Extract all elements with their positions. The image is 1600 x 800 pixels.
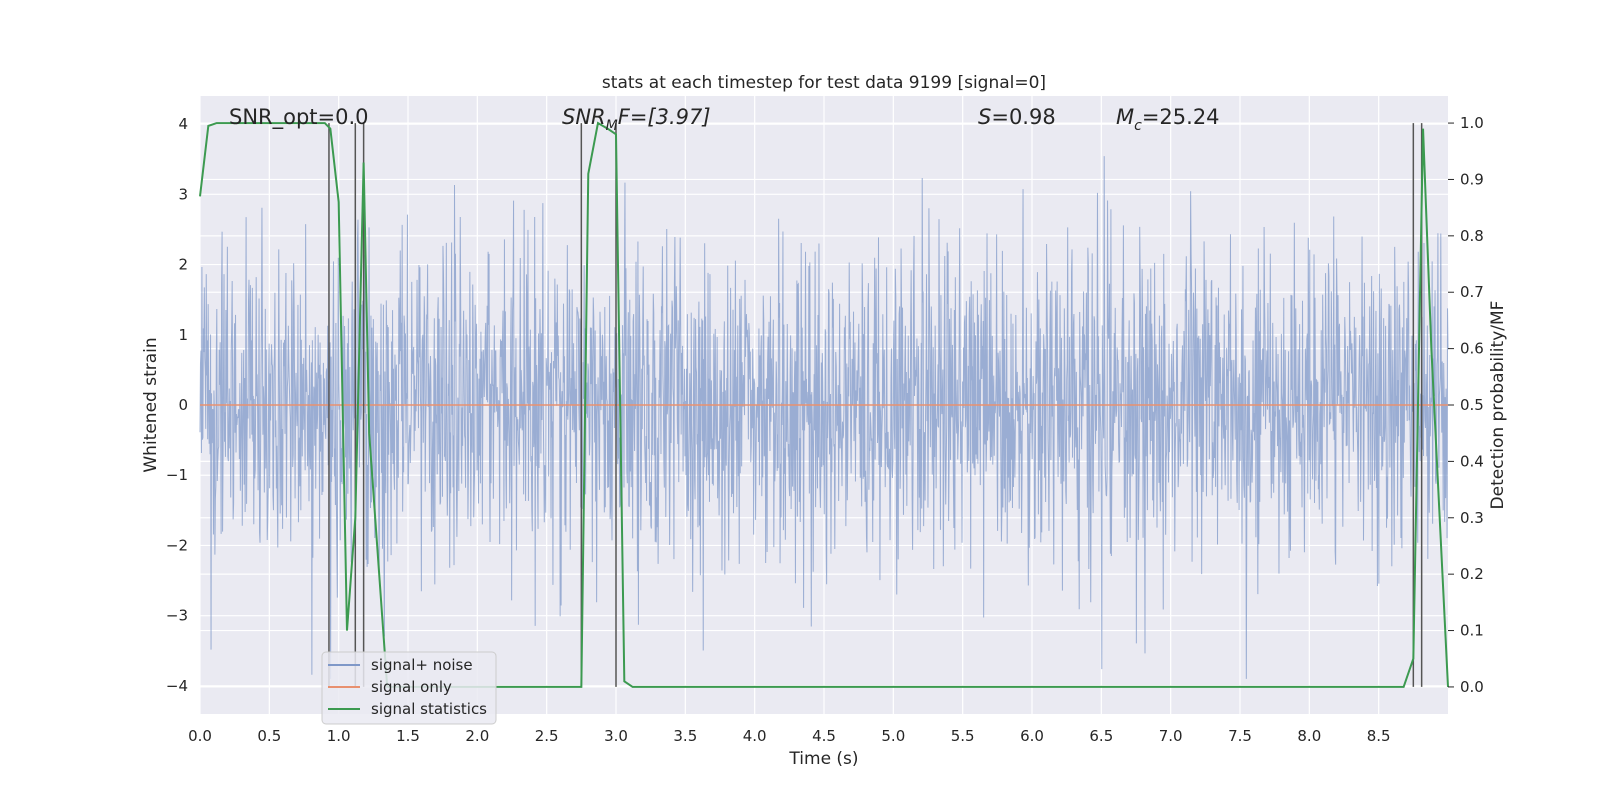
y-ticks-right: 0.0 0.1 0.2 0.3 0.4 0.5 0.6 0.7 0.8 0.9 1.0 [1448,114,1484,696]
y-tick-label-right: 0.7 [1460,283,1484,301]
legend-label-signal-noise: signal+ noise [371,656,473,674]
y-tick-label-right: 0.5 [1460,396,1484,414]
y-tick-label-right: 0.9 [1460,170,1484,188]
legend: signal+ noise signal only signal statist… [321,651,497,725]
x-tick-label: 3.5 [673,727,697,745]
annotation-mc-rest: =25.24 [1142,105,1220,129]
annotation-snr-mf: SNRMF=[3.97] [562,105,711,134]
annotation-s-rest: =0.98 [991,105,1055,129]
vertical-markers [328,123,1423,687]
x-tick-label: 8.5 [1367,727,1391,745]
x-tick-label: 4.5 [812,727,836,745]
legend-label-signal-only: signal only [371,678,452,696]
x-tick-label: 5.5 [951,727,975,745]
x-tick-label: 8.0 [1297,727,1321,745]
x-tick-label: 2.5 [535,727,559,745]
chart-title: stats at each timestep for test data 919… [602,73,1046,93]
x-tick-label: 1.5 [396,727,420,745]
x-tick-label: 0.0 [188,727,212,745]
x-tick-label: 6.5 [1089,727,1113,745]
y-ticks: −4 −3 −2 −1 0 1 2 3 4 [166,115,188,695]
x-tick-label: 2.0 [465,727,489,745]
legend-box [321,651,497,725]
y-tick-label: 1 [178,326,188,344]
y-tick-label: 0 [178,396,188,414]
y-tick-label-right: 0.3 [1460,509,1484,527]
annotation-s: S=0.98 [978,105,1056,129]
x-tick-label: 1.0 [327,727,351,745]
annotation-snr-mf-main: SNR [562,105,606,129]
series-signal-noise [199,156,1449,679]
x-tick-label: 0.5 [257,727,281,745]
annotation-s-main: S [978,105,991,129]
annotation-snr-mf-rest: F=[3.97] [618,105,711,129]
y-tick-label-right: 0.6 [1460,340,1484,358]
y-tick-label-right: 0.4 [1460,452,1484,470]
x-tick-label: 5.0 [881,727,905,745]
y-tick-label-right: 0.1 [1460,622,1484,640]
y-tick-label: 3 [178,185,188,203]
y-tick-label: −1 [166,466,188,484]
y-tick-label: 2 [178,256,188,274]
legend-label-signal-statistics: signal statistics [371,700,487,718]
x-tick-label: 7.0 [1159,727,1183,745]
y-tick-label: −2 [166,536,188,554]
x-tick-label: 7.5 [1228,727,1252,745]
y-axis-label-right: Detection probability/MF [1488,301,1508,510]
y-tick-label-right: 0.0 [1460,678,1484,696]
annotation-mc-main: M [1116,105,1134,129]
y-axis-label: Whitened strain [141,337,161,472]
x-axis-label: Time (s) [788,749,858,769]
x-ticks: 0.0 0.5 1.0 1.5 2.0 2.5 3.0 3.5 4.0 4.5 5.0 5.5 6.0 6… [188,727,1391,745]
annotation-snr-mf-sub: M [606,118,618,134]
x-tick-label: 6.0 [1020,727,1044,745]
y-tick-label-right: 1.0 [1460,114,1484,132]
y-tick-label: 4 [178,115,188,133]
y-tick-label-right: 0.2 [1460,565,1484,583]
x-tick-label: 3.0 [604,727,628,745]
y-tick-label-right: 0.8 [1460,227,1484,245]
x-tick-label: 4.0 [743,727,767,745]
annotation-mc: Mc=25.24 [1116,105,1220,134]
annotation-snr-opt: SNR_opt=0.0 [229,105,369,130]
y-tick-label: −4 [166,677,188,695]
annotation-mc-sub: c [1134,118,1142,134]
noise-trace [199,156,1449,679]
y-tick-label: −3 [166,607,188,625]
